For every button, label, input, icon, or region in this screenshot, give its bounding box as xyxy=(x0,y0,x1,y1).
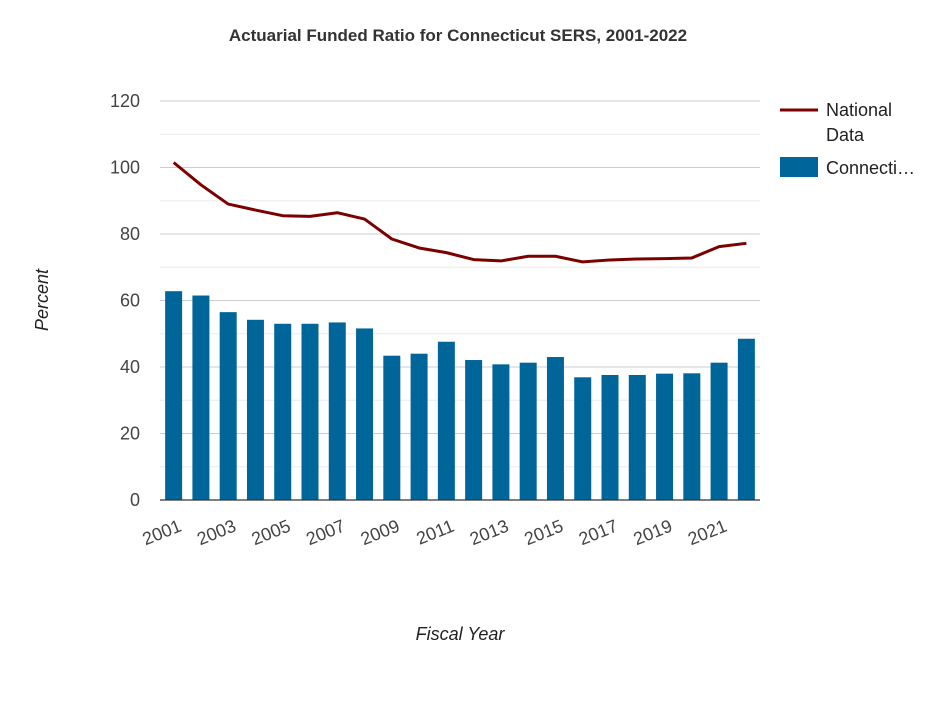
x-tick-label: 2015 xyxy=(521,516,566,550)
y-tick-label: 20 xyxy=(120,424,140,444)
bar-2021 xyxy=(710,362,728,500)
legend: National Data Connecti… xyxy=(780,100,915,178)
x-tick-label: 2007 xyxy=(303,516,348,550)
bar-2022 xyxy=(737,338,755,500)
x-tick-label: 2009 xyxy=(358,516,403,550)
x-tick-labels: 2001 2003 2005 2007 2009 2011 2013 2015 2017 2019… xyxy=(140,516,730,550)
bar-2002 xyxy=(192,295,210,500)
bar-2001 xyxy=(165,291,183,500)
chart-title: Actuarial Funded Ratio for Connecticut S… xyxy=(229,26,687,45)
y-tick-label: 120 xyxy=(110,91,140,111)
bar-2006 xyxy=(301,323,319,500)
legend-label-national-line1: National xyxy=(826,100,892,120)
line-series xyxy=(172,161,747,264)
y-tick-label: 80 xyxy=(120,224,140,244)
bar-2018 xyxy=(628,374,646,500)
legend-label-national-line2: Data xyxy=(826,125,865,145)
bar-2012 xyxy=(465,360,483,500)
y-tick-labels: 0 20 40 60 80 100 120 xyxy=(110,91,140,510)
x-tick-label: 2005 xyxy=(249,516,294,550)
x-tick-label: 2003 xyxy=(194,516,239,550)
bar-2003 xyxy=(219,312,237,500)
legend-label-connecticut: Connecti… xyxy=(826,158,915,178)
bar-2011 xyxy=(437,341,455,500)
bar-2016 xyxy=(574,377,592,500)
bar-2015 xyxy=(546,357,564,500)
bar-series xyxy=(165,291,755,500)
x-tick-label: 2001 xyxy=(140,516,185,550)
bar-2020 xyxy=(683,373,701,500)
bar-2008 xyxy=(356,328,374,500)
bar-2017 xyxy=(601,374,619,500)
x-axis-title: Fiscal Year xyxy=(416,624,506,644)
bar-2007 xyxy=(328,322,346,500)
x-tick-label: 2019 xyxy=(630,516,675,550)
bar-2019 xyxy=(656,373,674,500)
y-tick-label: 100 xyxy=(110,158,140,178)
bar-2010 xyxy=(410,353,428,500)
bar-2014 xyxy=(519,362,537,500)
y-tick-label: 40 xyxy=(120,357,140,377)
bar-2005 xyxy=(274,323,292,500)
x-tick-label: 2011 xyxy=(414,516,457,549)
x-tick-label: 2021 xyxy=(685,516,730,550)
x-tick-label: 2017 xyxy=(576,516,621,550)
y-axis-title: Percent xyxy=(32,268,52,331)
y-tick-label: 60 xyxy=(120,291,140,311)
legend-bar-swatch[interactable] xyxy=(780,157,818,177)
national-data-line xyxy=(172,161,747,264)
bar-2009 xyxy=(383,355,401,500)
bar-2013 xyxy=(492,364,510,500)
bar-2004 xyxy=(246,319,264,500)
x-tick-label: 2013 xyxy=(467,516,512,550)
y-tick-label: 0 xyxy=(130,490,140,510)
